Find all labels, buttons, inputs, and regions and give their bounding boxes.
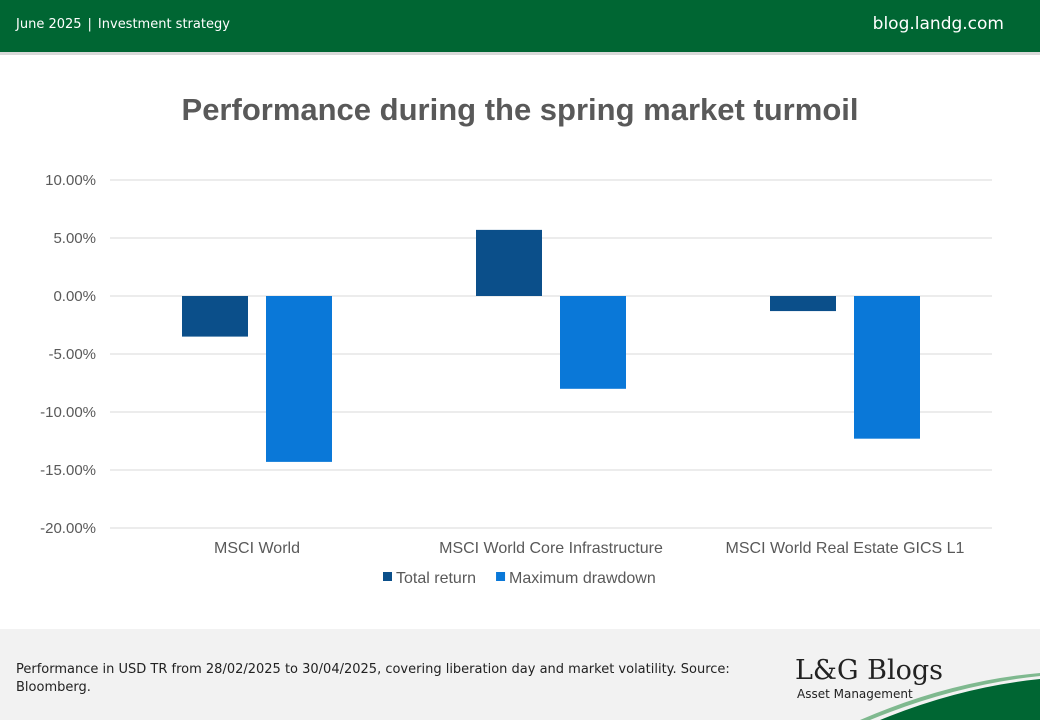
legend-swatch [496,572,506,581]
bar-maximum-drawdown [854,296,920,439]
y-tick-label: 0.00% [53,288,96,305]
header-category: Investment strategy [97,17,230,32]
header-meta: June 2025 | Investment strategy [16,17,236,32]
bar-maximum-drawdown [266,296,332,462]
chart-title: Performance during the spring market tur… [181,92,859,127]
bar-total-return [182,296,248,337]
header-separator: | [87,17,92,32]
y-tick-label: -10.00% [40,404,96,421]
footer: Performance in USD TR from 28/02/2025 to… [0,629,1040,720]
x-category-label: MSCI World Core Infrastructure [439,540,663,557]
x-category-label: MSCI World [214,540,300,557]
legend-label: Total return [396,570,476,587]
top-banner: June 2025 | Investment strategy blog.landg… [0,0,1040,52]
bar-maximum-drawdown [560,296,626,389]
brand-swoosh [860,673,1040,720]
logo-subtitle: Asset Management [797,687,913,701]
bar-total-return [770,296,836,312]
logo: L&G Blogs [795,655,943,686]
y-tick-label: -15.00% [40,462,96,479]
footnote: Performance in USD TR from 28/02/2025 to… [16,662,730,695]
bar-total-return [476,229,542,296]
legend-label: Maximum drawdown [509,570,656,587]
header-divider [0,52,1040,55]
y-tick-label: -20.00% [40,520,96,537]
header-date: June 2025 [16,17,82,32]
site-link[interactable]: blog.landg.com [872,14,1004,34]
x-category-label: MSCI World Real Estate GICS L1 [726,540,965,557]
y-tick-label: -5.00% [48,346,96,363]
y-tick-label: 10.00% [45,172,96,189]
y-tick-label: 5.00% [53,230,96,247]
legend-swatch [383,572,392,581]
bar-chart: 10.00% 5.00% 0.00% -5.00% -10.00% -15.00% -20.… [40,172,992,587]
